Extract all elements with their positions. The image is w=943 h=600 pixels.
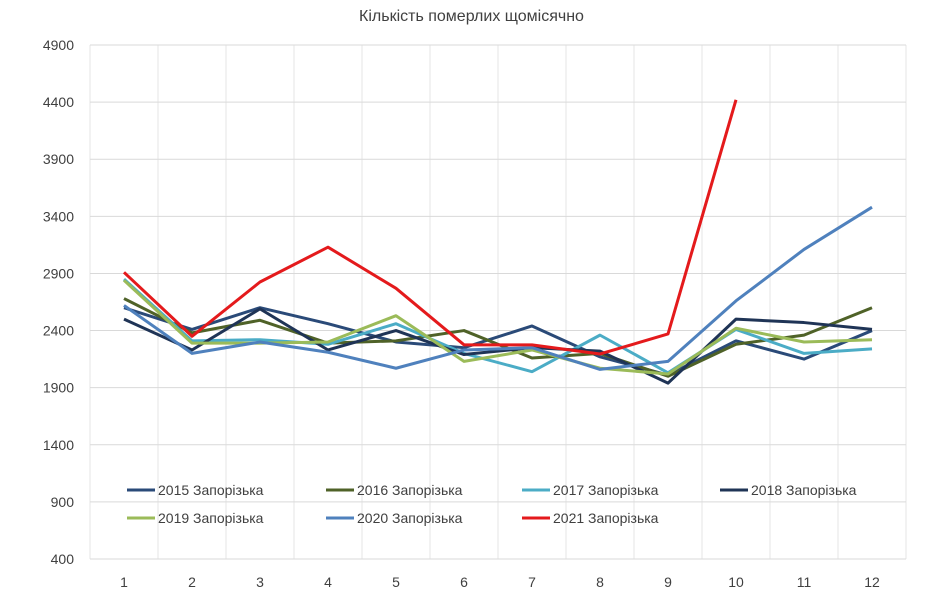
x-tick-label: 12 xyxy=(864,574,880,590)
x-tick-label: 10 xyxy=(728,574,744,590)
y-tick-label: 3900 xyxy=(43,151,74,167)
x-tick-label: 1 xyxy=(120,574,128,590)
series-line-2021 xyxy=(122,99,738,356)
y-tick-label: 900 xyxy=(51,494,75,510)
legend-label: 2020 Запорізька xyxy=(357,510,463,526)
y-tick-label: 1900 xyxy=(43,380,74,396)
y-tick-label: 2400 xyxy=(43,323,74,339)
legend-label: 2017 Запорізька xyxy=(553,482,659,498)
x-tick-label: 2 xyxy=(188,574,196,590)
y-tick-label: 4400 xyxy=(43,94,74,110)
y-tick-label: 3400 xyxy=(43,208,74,224)
y-tick-label: 2900 xyxy=(43,265,74,281)
x-tick-label: 9 xyxy=(664,574,672,590)
x-tick-label: 11 xyxy=(797,574,812,590)
series-line-2020 xyxy=(123,205,873,371)
legend-label: 2016 Запорізька xyxy=(357,482,463,498)
x-tick-label: 4 xyxy=(324,574,332,590)
chart-title: Кількість померлих щомісячно xyxy=(359,8,584,25)
y-tick-label: 400 xyxy=(51,551,75,567)
series-line-2017 xyxy=(122,278,873,375)
legend-label: 2019 Запорізька xyxy=(158,510,264,526)
x-tick-label: 6 xyxy=(460,574,468,590)
legend-label: 2015 Запорізька xyxy=(158,482,264,498)
x-tick-label: 5 xyxy=(392,574,400,590)
y-tick-label: 4900 xyxy=(43,37,74,53)
y-tick-label: 1400 xyxy=(43,437,74,453)
legend-label: 2021 Запорізька xyxy=(553,510,659,526)
legend-label: 2018 Запорізька xyxy=(751,482,857,498)
x-tick-label: 3 xyxy=(256,574,264,590)
x-tick-label: 8 xyxy=(596,574,604,590)
x-tick-label: 7 xyxy=(528,574,536,590)
series-line-2018 xyxy=(123,307,873,385)
